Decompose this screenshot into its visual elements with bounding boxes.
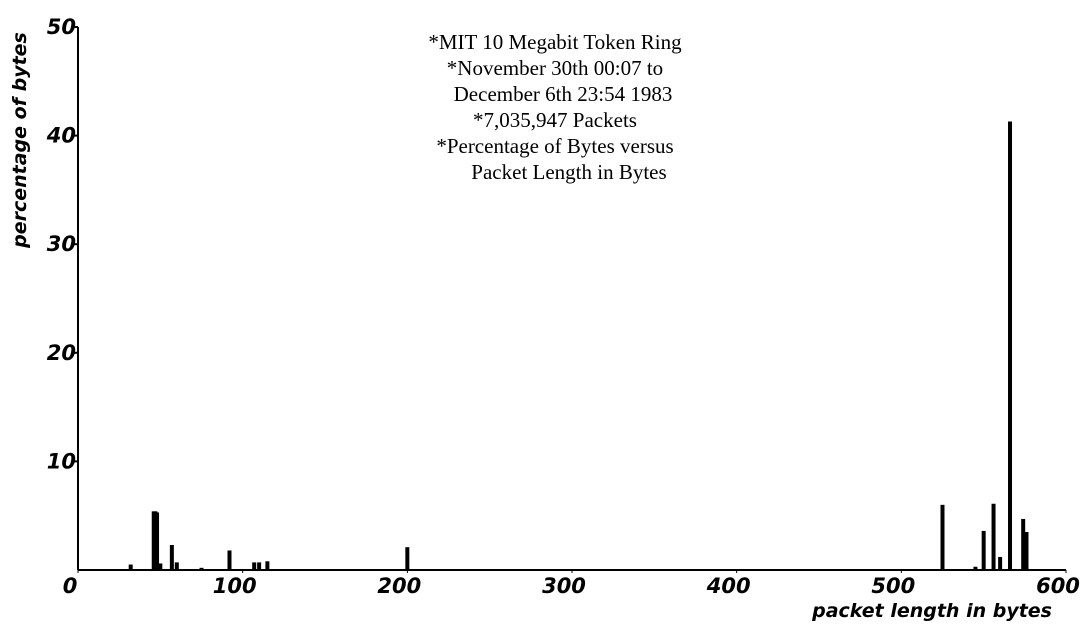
- y-tick-label: 50: [47, 15, 76, 39]
- bar: [1021, 518, 1026, 570]
- bar: [981, 530, 986, 570]
- bar: [227, 550, 232, 570]
- y-axis-label: percentage of bytes: [9, 32, 31, 249]
- annotation: December 6th 23:54 1983: [454, 82, 673, 106]
- x-tick-label: 300: [542, 574, 586, 598]
- bar: [405, 547, 410, 570]
- x-tick-label: 400: [706, 574, 751, 598]
- bar: [174, 562, 179, 570]
- annotation: *MIT 10 Megabit Token Ring: [428, 30, 682, 54]
- annotation: *7,035,947 Packets: [473, 108, 637, 132]
- bar: [158, 563, 163, 570]
- bar: [1024, 531, 1029, 570]
- bar: [265, 561, 270, 570]
- bar: [155, 512, 160, 570]
- y-tick-label: 20: [47, 341, 76, 365]
- x-tick-label: 200: [377, 574, 421, 598]
- bar: [998, 556, 1003, 570]
- bar: [973, 566, 978, 570]
- bar: [169, 545, 174, 570]
- annotation: *Percentage of Bytes versus: [436, 134, 673, 158]
- x-axis-label: packet length in bytes: [811, 600, 1052, 622]
- bar: [199, 567, 204, 570]
- y-tick-label: 10: [47, 449, 76, 473]
- bar: [1008, 121, 1013, 571]
- bar: [940, 504, 945, 570]
- y-tick-label: 40: [46, 124, 76, 148]
- x-tick-label: 600: [1036, 574, 1080, 598]
- bar: [991, 503, 996, 570]
- bar: [257, 562, 262, 570]
- annotation: Packet Length in Bytes: [471, 160, 666, 184]
- x-tick-label: 100: [213, 574, 257, 598]
- annotation: *November 30th 00:07 to: [447, 56, 663, 80]
- bar: [128, 564, 133, 570]
- x-tick-label: 0: [63, 574, 78, 598]
- bar: [252, 562, 257, 570]
- y-tick-label: 30: [47, 232, 76, 256]
- x-tick-label: 500: [871, 574, 915, 598]
